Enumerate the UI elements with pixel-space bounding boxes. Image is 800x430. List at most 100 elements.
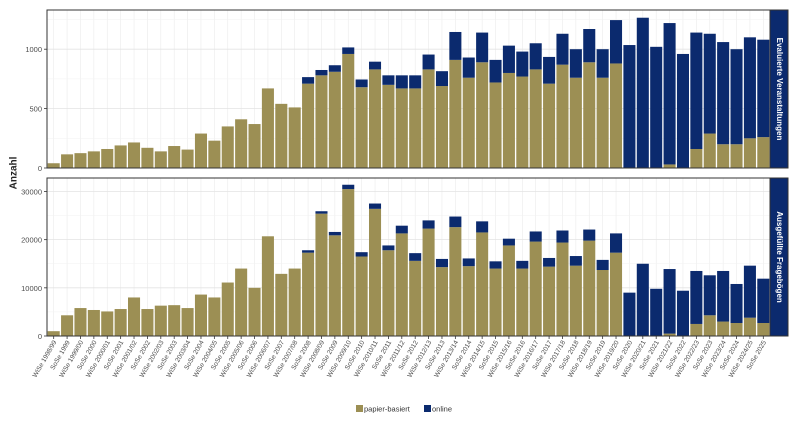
bar-segment-online (703, 33, 716, 134)
bar-segment-papier (382, 250, 395, 336)
bar-segment-online (328, 231, 341, 236)
bar-segment-online (409, 253, 422, 261)
bar-segment-online (596, 259, 609, 271)
bar-segment-papier (141, 309, 154, 336)
bar-segment-online (462, 57, 475, 78)
bar-segment-papier (395, 88, 408, 168)
bar-segment-papier (409, 88, 422, 168)
bar-segment-online (757, 278, 770, 323)
bar-segment-papier (717, 144, 730, 168)
bar-segment-papier (302, 83, 315, 168)
bar-segment-papier (476, 232, 489, 336)
bar-segment-papier (261, 88, 274, 168)
bar-segment-online (395, 75, 408, 89)
bar-segment-papier (556, 242, 569, 336)
bar-segment-papier (435, 86, 448, 168)
bar-segment-online (489, 59, 502, 83)
bar-segment-online (543, 257, 556, 267)
bar-segment-papier (543, 266, 556, 336)
bar-segment-papier (583, 62, 596, 168)
facet-strip-label: Ausgefüllte Fragebögen (775, 211, 784, 303)
bar-segment-papier (128, 297, 141, 336)
bar-segment-papier (703, 133, 716, 168)
y-tick-label: 1000 (25, 45, 42, 54)
bar-segment-papier (275, 273, 288, 336)
bar-segment-papier (154, 151, 167, 168)
bar-segment-papier (87, 309, 100, 336)
bar-segment-papier (757, 322, 770, 336)
bar-segment-papier (596, 77, 609, 168)
bar-segment-online (650, 288, 663, 336)
bar-segment-papier (663, 164, 676, 168)
bar-segment-papier (435, 267, 448, 336)
bar-segment-papier (395, 233, 408, 336)
bar-segment-papier (87, 151, 100, 168)
y-axis-title: Anzahl (9, 156, 20, 189)
bar-segment-papier (342, 189, 355, 336)
bar-segment-online (449, 31, 462, 60)
bar-segment-papier (663, 333, 676, 336)
legend-label: papier-basiert (364, 405, 411, 414)
bar-segment-papier (462, 77, 475, 168)
bar-segment-online (395, 225, 408, 234)
bar-segment-online (328, 65, 341, 72)
bar-segment-online (636, 263, 649, 336)
bar-segment-papier (315, 75, 328, 168)
bar-segment-online (676, 290, 689, 336)
bar-segment-papier (743, 317, 756, 336)
bar-segment-online (556, 33, 569, 65)
bar-segment-papier (369, 69, 382, 168)
bar-segment-papier (261, 236, 274, 336)
bar-segment-papier (369, 208, 382, 336)
bar-segment-papier (462, 266, 475, 336)
bar-segment-online (610, 20, 623, 64)
bar-segment-papier (168, 305, 181, 336)
bar-segment-papier (168, 146, 181, 168)
bar-segment-online (342, 184, 355, 190)
bar-segment-online (650, 46, 663, 168)
bar-segment-online (690, 32, 703, 149)
bar-segment-online (502, 238, 515, 246)
bar-segment-online (516, 260, 529, 269)
bar-segment-papier (275, 103, 288, 168)
bar-segment-papier (422, 228, 435, 336)
bar-segment-online (476, 221, 489, 233)
bar-segment-papier (61, 315, 74, 336)
bar-segment-online (382, 75, 395, 85)
bar-segment-online (435, 71, 448, 87)
bar-segment-papier (730, 144, 743, 168)
bar-segment-papier (208, 140, 221, 168)
y-tick-label: 20000 (21, 236, 42, 245)
bar-segment-online (703, 275, 716, 316)
bar-segment-online (717, 42, 730, 145)
bar-segment-online (730, 283, 743, 323)
bar-segment-papier (328, 71, 341, 168)
bar-segment-papier (315, 213, 328, 336)
bar-segment-online (743, 37, 756, 139)
bar-segment-online (449, 216, 462, 228)
facet-strip-label: Evaluierte Veranstaltungen (775, 38, 784, 141)
bar-segment-online (462, 258, 475, 267)
bar-segment-online (355, 252, 368, 257)
bar-segment-papier (221, 282, 234, 336)
y-tick-label: 10000 (21, 284, 42, 293)
bar-segment-online (369, 61, 382, 70)
bar-segment-online (422, 54, 435, 70)
bar-segment-papier (154, 305, 167, 336)
bar-segment-papier (74, 308, 87, 336)
bar-segment-papier (114, 145, 127, 168)
bar-segment-papier (355, 256, 368, 336)
bar-segment-papier (489, 82, 502, 168)
bar-segment-papier (128, 142, 141, 168)
bar-segment-papier (449, 59, 462, 168)
bar-segment-papier (382, 84, 395, 168)
legend-swatch-papier (356, 405, 363, 412)
bar-segment-online (502, 45, 515, 73)
bar-segment-papier (101, 311, 114, 336)
bar-segment-papier (489, 268, 502, 336)
bar-segment-papier (47, 331, 60, 336)
y-tick-label: 0 (38, 164, 42, 173)
bar-segment-papier (543, 83, 556, 168)
bar-segment-papier (757, 137, 770, 168)
